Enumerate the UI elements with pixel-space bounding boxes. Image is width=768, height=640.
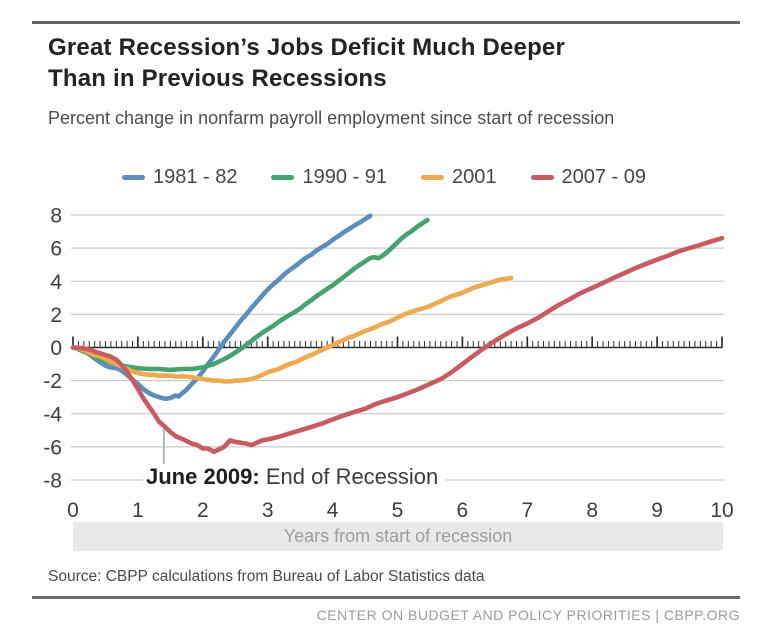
x-tick-label: 4 — [327, 499, 339, 522]
legend-label: 1981 - 82 — [152, 165, 238, 188]
legend-item: 1981 - 82 — [121, 165, 238, 189]
legend-swatch-icon — [271, 174, 295, 180]
y-tick-label: 8 — [50, 205, 62, 228]
x-tick-label: 7 — [521, 499, 533, 522]
x-tick-label: 10 — [710, 499, 733, 522]
x-tick-label: 5 — [392, 499, 404, 522]
legend-label: 1990 - 91 — [302, 165, 387, 188]
source-note: Source: CBPP calculations from Bureau of… — [48, 568, 485, 585]
series-line-1981-82 — [70, 213, 373, 402]
bottom-divider — [32, 596, 740, 599]
legend-swatch-icon — [421, 174, 444, 180]
x-tick-label: 0 — [67, 499, 79, 522]
x-tick-label: 9 — [651, 499, 663, 522]
x-tick-label: 6 — [457, 499, 469, 522]
y-tick-label: -4 — [43, 403, 62, 426]
series-line-2007-09 — [70, 235, 725, 455]
top-divider — [32, 21, 740, 24]
x-tick-labels: 0 1 2 3 4 5 6 7 8 9 10 — [67, 499, 734, 522]
title-line-2: Than in Previous Recessions — [48, 64, 387, 92]
y-tick-label: -2 — [43, 370, 62, 393]
y-tick-label: 2 — [50, 304, 62, 327]
page-title: Great Recession’s Jobs Deficit Much Deep… — [48, 33, 738, 94]
x-tick-label: 2 — [197, 499, 209, 522]
annotation-regular-text: End of Recession — [259, 464, 439, 489]
x-tick-label: 8 — [586, 499, 598, 522]
legend-item: 1990 - 91 — [271, 166, 387, 189]
y-tick-label: 0 — [50, 337, 62, 360]
y-tick-label: 6 — [50, 238, 62, 261]
legend-label: 2001 — [452, 165, 497, 188]
y-tick-label: 4 — [50, 271, 62, 294]
y-tick-label: -6 — [43, 436, 62, 459]
zero-axis — [72, 336, 723, 349]
legend-label: 2007 - 09 — [561, 165, 647, 188]
chart-subtitle: Percent change in nonfarm payroll employ… — [48, 108, 615, 128]
y-tick-label: -8 — [43, 470, 62, 493]
legend-swatch-icon — [530, 174, 554, 180]
y-gridlines: 8 6 4 2 0 -2 -4 -6 -8 — [43, 205, 724, 493]
legend-item: 2001 — [421, 166, 497, 189]
series-line-1990-91 — [70, 217, 430, 373]
legend-swatch-icon — [121, 174, 145, 180]
series-line-2001 — [70, 275, 514, 384]
annotation-june-2009: June 2009: End of Recession — [143, 464, 446, 492]
legend: 1981 - 82 1990 - 91 2001 2007 - 09 — [0, 163, 768, 191]
title-line-1: Great Recession’s Jobs Deficit Much Deep… — [48, 34, 566, 61]
legend-item: 2007 - 09 — [530, 165, 647, 189]
footer-credit: CENTER ON BUDGET AND POLICY PRIORITIES |… — [316, 607, 740, 623]
annotation-bold-text: June 2009: — [146, 464, 260, 489]
x-axis-label-band: Years from start of recession — [73, 522, 723, 551]
x-tick-label: 3 — [262, 499, 274, 522]
x-tick-label: 1 — [132, 499, 144, 522]
